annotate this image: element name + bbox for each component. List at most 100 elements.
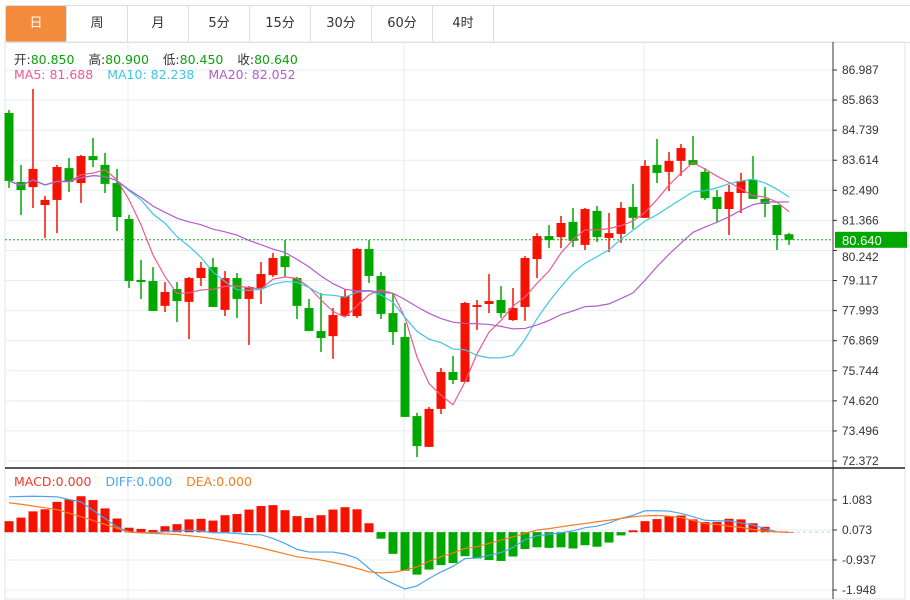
tab-5[interactable]: 30分 [311,6,372,42]
candle [88,137,98,168]
candle [100,152,110,193]
macd-bar [376,532,386,539]
candle [724,184,734,235]
macd-bar [628,530,638,533]
tab-4[interactable]: 15分 [250,6,311,42]
candle [16,164,26,215]
macd-bar [340,507,350,533]
macd-bar [676,515,686,533]
macd-bar [124,527,134,533]
candle [328,308,338,359]
candle [244,286,254,345]
candle-body [196,267,206,279]
macd-tick-label: -1.948 [842,583,876,597]
candle-body [556,222,566,238]
tab-0[interactable]: 日 [6,6,67,42]
close-value: 80.640 [254,52,298,67]
macd-bar [604,532,614,543]
macd-bar [244,509,254,533]
candle-body [592,210,602,238]
price-tick-label: 81.366 [842,213,879,227]
price-tick-label: 83.614 [842,153,879,167]
tab-6[interactable]: 60分 [372,6,433,42]
candle [484,274,494,314]
candle-body [160,291,170,306]
candle-body [580,209,590,245]
macd-bar [16,517,26,533]
current-price-label: 80.640 [842,233,882,248]
macd-bar [592,532,602,547]
macd-bar [664,516,674,533]
price-tick-label: 79.117 [842,274,878,288]
candle [64,157,74,192]
macd-bar [532,532,542,548]
macd-bar [712,522,722,533]
tab-7[interactable]: 4时 [433,6,494,42]
candle-body [352,248,362,317]
macd-bar [52,501,62,533]
ohlc-info: 开:80.850 高:80.900 低:80.450 收:80.640 [14,49,308,68]
candle-body [436,371,446,409]
candle-body [244,286,254,299]
price-tick-label: 75.744 [842,364,879,378]
macd-bar [172,524,182,533]
candle [136,259,146,299]
candle [616,202,626,244]
macd-bar [724,518,734,533]
candle-body [64,168,74,183]
ma20-line [8,175,790,330]
candle-body [184,278,194,302]
candle [316,293,326,352]
candle [688,136,698,165]
candle [520,256,530,321]
candle-body [136,279,146,283]
macd-bar [436,532,446,566]
candle-body [76,156,86,184]
candle [424,407,434,447]
tab-1[interactable]: 周 [67,6,128,42]
candle [352,248,362,318]
tab-2[interactable]: 月 [128,6,189,42]
macd-bar [760,526,770,533]
candle [232,272,242,318]
macd-bar [580,532,590,546]
candle-body [220,278,230,310]
ma10-label: MA10: 82.238 [107,67,195,82]
low-label: 低: [162,52,180,67]
macd-bar [352,509,362,533]
macd-bar [640,521,650,533]
candle-body [472,305,482,307]
macd-bar [400,532,410,571]
candle-body [52,167,62,200]
candle-body [496,299,506,314]
price-tick-label: 77.993 [842,304,879,318]
candle [364,240,374,283]
candle-body [700,171,710,199]
candle-body [520,257,530,307]
candle [532,233,542,279]
macd-bar [496,532,506,561]
macd-label: MACD:0.000 [14,474,92,489]
candle [784,232,794,245]
candle [748,156,758,199]
dea-label: DEA:0.000 [186,474,253,489]
price-tick-label: 86.987 [842,63,879,77]
macd-bar [184,519,194,533]
candle [508,287,518,321]
macd-bar [196,518,206,533]
price-tick-label: 80.242 [842,250,879,264]
candle [556,215,566,249]
candle-body [268,257,278,276]
candle-body [628,206,638,218]
candle-body [340,295,350,317]
macd-bar [64,499,74,533]
high-label: 高: [88,52,106,67]
macd-bar [304,517,314,533]
candle [304,298,314,332]
tab-3[interactable]: 5分 [189,6,250,42]
candle [28,88,38,208]
macd-bar [100,508,110,533]
candle [652,138,662,184]
macd-bar [616,532,626,536]
